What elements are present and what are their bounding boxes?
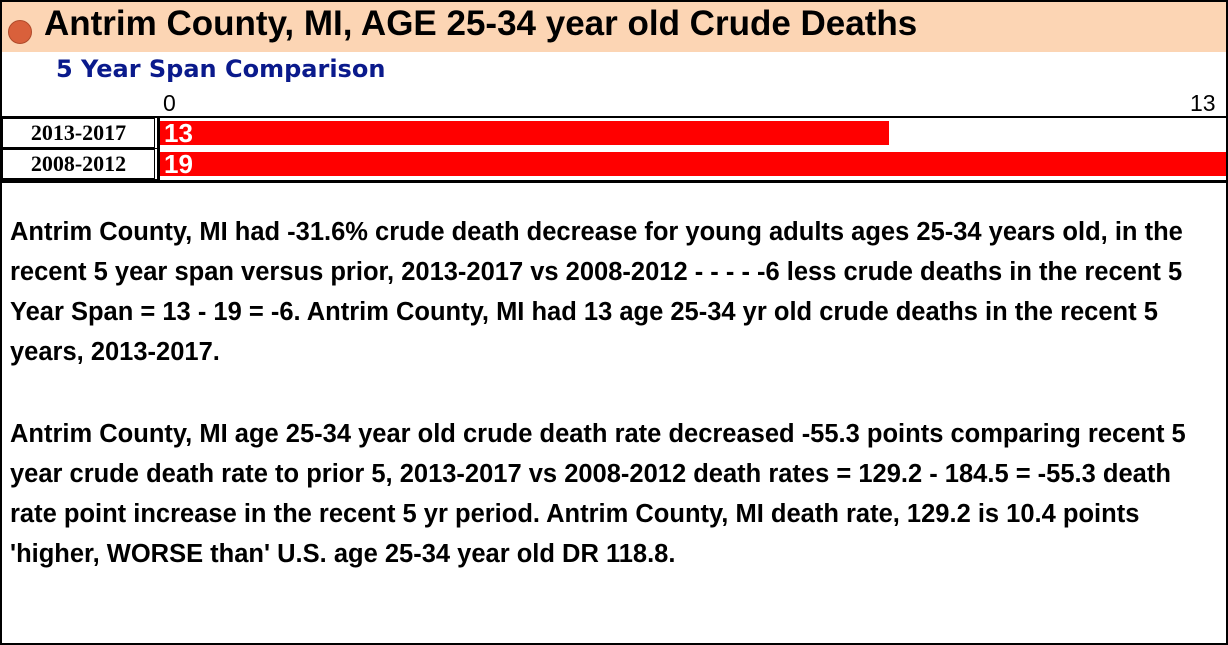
row-separator [2, 148, 160, 149]
title-banner: Antrim County, MI, AGE 25-34 year old Cr… [2, 2, 1226, 52]
bar-row: 2008-2012 19 [2, 149, 1226, 180]
chart-title: Antrim County, MI, AGE 25-34 year old Cr… [44, 4, 918, 43]
row-separator [2, 179, 160, 180]
axis-tick-label-max: 13 [1190, 90, 1216, 116]
bullet-icon [8, 20, 32, 44]
chart-bottom-border [2, 180, 1226, 183]
bar-value-label: 19 [164, 149, 193, 179]
bar-value-label: 13 [164, 118, 193, 148]
chart-subtitle: 5 Year Span Comparison [56, 55, 386, 83]
category-label: 2013-2017 [2, 118, 155, 148]
summary-paragraph-1: Antrim County, MI had -31.6% crude death… [10, 218, 1183, 366]
category-label: 2008-2012 [2, 149, 155, 179]
label-divider [157, 118, 160, 180]
bar: 19 [160, 149, 1226, 179]
summary-paragraph-2: Antrim County, MI age 25-34 year old cru… [10, 420, 1186, 568]
axis-line [2, 116, 1226, 118]
axis-tick-label-min: 0 [163, 90, 176, 116]
bar-row: 2013-2017 13 [2, 118, 1226, 149]
bar: 13 [160, 118, 889, 148]
